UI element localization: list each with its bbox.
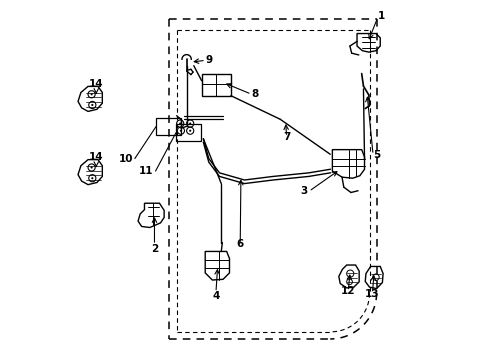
Bar	[156, 118, 181, 135]
Circle shape	[189, 130, 191, 132]
Text: 6: 6	[236, 239, 244, 249]
Bar	[176, 124, 201, 141]
Circle shape	[180, 130, 182, 132]
Text: 3: 3	[299, 186, 306, 197]
Text: 14: 14	[89, 152, 103, 162]
Text: 13: 13	[365, 289, 379, 298]
Circle shape	[91, 104, 93, 106]
Text: 11: 11	[139, 166, 153, 176]
Circle shape	[179, 122, 181, 125]
Circle shape	[90, 166, 93, 168]
Text: 10: 10	[118, 154, 133, 163]
Text: 4: 4	[212, 291, 219, 301]
Text: 1: 1	[377, 11, 384, 21]
Text: 12: 12	[340, 287, 355, 296]
Text: 8: 8	[250, 89, 258, 99]
Text: 14: 14	[89, 78, 103, 89]
Text: 2: 2	[150, 244, 158, 253]
Circle shape	[90, 93, 93, 95]
Bar	[201, 73, 230, 96]
Circle shape	[91, 177, 93, 179]
Text: 5: 5	[372, 150, 380, 160]
Circle shape	[189, 122, 191, 125]
Text: 7: 7	[283, 132, 290, 142]
Text: 9: 9	[205, 55, 212, 65]
